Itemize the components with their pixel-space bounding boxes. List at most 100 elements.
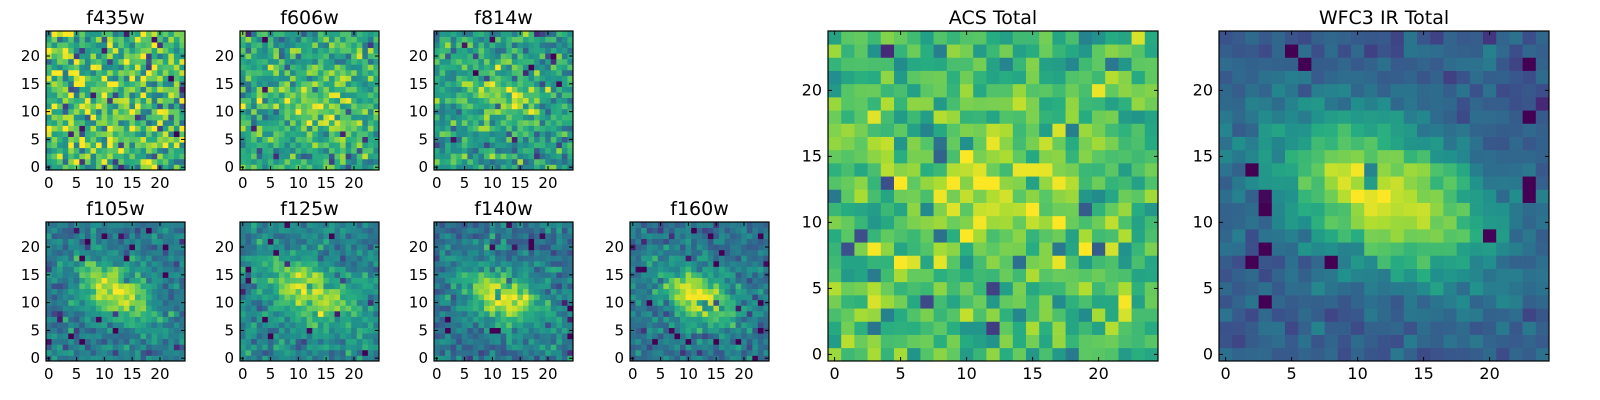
- heatmap-cell: [73, 158, 80, 165]
- heatmap-cell: [90, 164, 97, 171]
- heatmap-cell: [112, 131, 119, 137]
- heatmap-cell: [162, 266, 169, 273]
- heatmap-cell: [707, 294, 714, 301]
- heatmap-cell: [134, 294, 141, 301]
- heatmap-cell: [556, 31, 563, 37]
- heatmap-cell: [284, 36, 291, 43]
- heatmap-cell: [68, 344, 75, 351]
- heatmap-cell: [461, 64, 468, 71]
- heatmap-cell: [240, 227, 246, 234]
- heatmap-cell: [663, 227, 670, 234]
- heatmap-cell: [907, 334, 921, 349]
- heatmap-cell: [278, 238, 285, 245]
- heatmap-cell: [101, 125, 108, 132]
- heatmap-cell: [107, 125, 114, 132]
- heatmap-cell: [702, 249, 709, 256]
- heatmap-cell: [101, 349, 108, 356]
- heatmap-cell: [290, 158, 296, 165]
- heatmap-cell: [262, 47, 269, 54]
- heatmap-cell: [1039, 347, 1053, 362]
- heatmap-cell: [179, 69, 186, 76]
- heatmap-cell: [741, 288, 748, 295]
- heatmap-cell: [301, 103, 308, 110]
- heatmap-cell: [1012, 334, 1027, 349]
- heatmap-cell: [707, 310, 714, 317]
- heatmap-cell: [680, 355, 686, 362]
- heatmap-cell: [528, 249, 535, 256]
- heatmap-cell: [880, 268, 895, 283]
- heatmap-cell: [157, 305, 164, 312]
- heatmap-cell: [79, 294, 86, 301]
- heatmap-cell: [90, 294, 97, 301]
- heatmap-cell: [456, 131, 463, 137]
- heatmap-cell: [84, 108, 91, 115]
- heatmap-cell: [685, 322, 692, 328]
- heatmap-cell: [450, 75, 457, 82]
- heatmap-cell: [528, 305, 535, 312]
- heatmap-cell: [173, 47, 180, 54]
- heatmap-cell: [306, 97, 313, 104]
- heatmap-cell: [317, 142, 324, 149]
- heatmap-cell: [290, 294, 296, 301]
- heatmap-cell: [484, 355, 490, 362]
- heatmap-cell: [90, 233, 97, 240]
- heatmap-cell: [506, 288, 513, 295]
- heatmap-cell: [90, 69, 97, 76]
- heatmap-cell: [107, 64, 114, 71]
- heatmap-cell: [351, 81, 358, 87]
- heatmap-cell: [495, 47, 502, 54]
- heatmap-cell: [680, 233, 686, 240]
- heatmap-cell: [445, 136, 452, 143]
- heatmap-cell: [1078, 242, 1093, 256]
- heatmap-cell: [306, 227, 313, 234]
- heatmap-cell: [273, 131, 280, 137]
- heatmap-cell: [334, 249, 341, 256]
- heatmap-cell: [251, 47, 258, 54]
- heatmap-cell: [295, 36, 302, 43]
- heatmap-cell: [646, 355, 653, 362]
- heatmap-cell: [522, 64, 529, 71]
- heatmap-cell: [646, 344, 653, 351]
- heatmap-cell: [256, 47, 263, 54]
- heatmap-cell: [880, 189, 895, 203]
- heatmap-cell: [151, 283, 158, 290]
- heatmap-cell: [539, 227, 546, 234]
- heatmap-cell: [500, 142, 507, 149]
- heatmap-cell: [500, 260, 507, 267]
- heatmap-cell: [323, 92, 330, 99]
- heatmap-cell: [445, 283, 452, 290]
- heatmap-cell: [1118, 189, 1132, 203]
- heatmap-cell: [752, 266, 759, 273]
- heatmap-cell: [495, 75, 502, 82]
- heatmap-cell: [1078, 308, 1093, 322]
- heatmap-cell: [312, 344, 319, 351]
- heatmap-cell: [328, 64, 335, 71]
- heatmap-cell: [561, 338, 568, 345]
- heatmap-cell: [713, 316, 720, 323]
- heatmap-cell: [362, 86, 369, 93]
- heatmap-cell: [278, 47, 285, 54]
- heatmap-cell: [894, 268, 908, 283]
- heatmap-cell: [323, 142, 330, 149]
- heatmap-cell: [157, 131, 164, 137]
- heatmap-cell: [62, 344, 69, 351]
- heatmap-cell: [328, 355, 335, 362]
- heatmap-cell: [534, 64, 540, 71]
- heatmap-cell: [51, 158, 58, 165]
- heatmap-cell: [867, 308, 882, 322]
- heatmap-cell: [713, 227, 720, 234]
- heatmap-cell: [84, 142, 91, 149]
- heatmap-cell: [362, 97, 369, 104]
- heatmap-cell: [746, 316, 753, 323]
- heatmap-cell: [517, 136, 524, 143]
- heatmap-cell: [168, 222, 175, 228]
- heatmap-cell: [867, 295, 882, 309]
- heatmap-cell: [362, 53, 369, 60]
- heatmap-cell: [373, 344, 380, 351]
- heatmap-cell: [140, 92, 147, 99]
- heatmap-cell: [290, 53, 296, 60]
- heatmap-cell: [561, 322, 568, 328]
- heatmap-cell: [495, 147, 502, 154]
- heatmap-cell: [550, 92, 557, 99]
